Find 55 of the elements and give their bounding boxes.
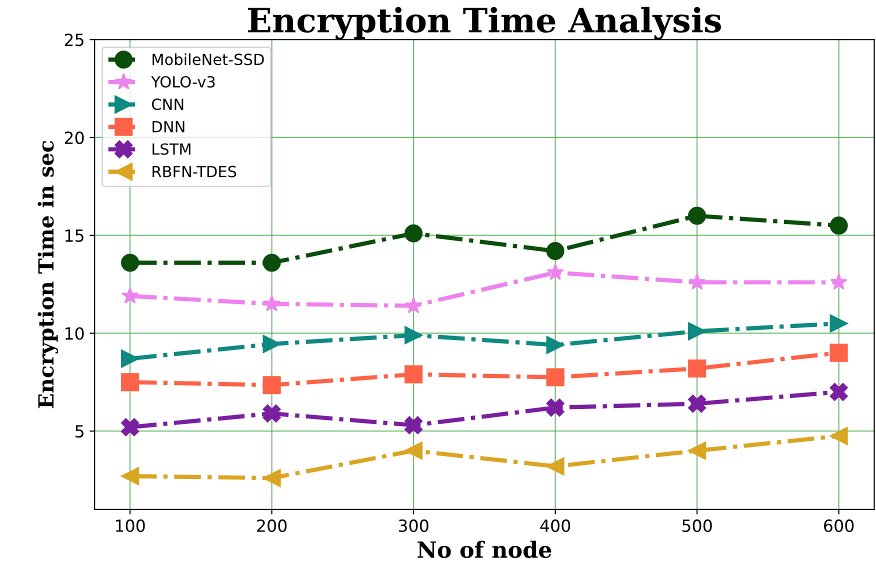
y-tick-label: 10 (66, 327, 84, 340)
point (263, 294, 280, 312)
point (688, 359, 706, 378)
point (688, 394, 706, 413)
legend-label: MobileNet-SSD (152, 53, 264, 66)
x-tick-label: 600 (824, 519, 854, 532)
point (546, 242, 564, 260)
y-axis-title: Encryption Time in sec (38, 140, 58, 408)
point (688, 273, 706, 290)
point (546, 457, 564, 476)
point (546, 368, 564, 386)
legend-label: DNN (152, 121, 184, 132)
point (121, 467, 140, 486)
point (404, 365, 423, 384)
point (830, 382, 848, 401)
y-tick-label: 5 (76, 425, 84, 438)
x-axis-title: No of node (418, 540, 552, 558)
point (262, 404, 281, 423)
point (121, 254, 140, 272)
point (830, 344, 848, 362)
point (830, 273, 848, 290)
point (688, 206, 706, 225)
x-tick-label: 500 (682, 519, 712, 532)
legend-label: RBFN-TDES (152, 166, 236, 178)
legend-label: YOLO-v3 (151, 76, 215, 88)
x-tick-label: 200 (257, 519, 287, 532)
point (546, 398, 564, 417)
point (262, 334, 281, 354)
point (262, 469, 281, 488)
legend-label: CNN (152, 98, 184, 110)
point (121, 350, 140, 368)
y-tick-label: 25 (64, 34, 84, 46)
point (262, 254, 281, 272)
point (546, 336, 564, 354)
point (830, 426, 848, 446)
point (830, 216, 848, 235)
point (404, 296, 422, 314)
point (262, 376, 281, 394)
point (830, 314, 848, 332)
point (404, 326, 423, 344)
point (404, 224, 423, 242)
chart-title: Encryption Time Analysis (248, 6, 721, 40)
x-tick-label: 300 (398, 519, 428, 532)
y-tick-label: 15 (66, 230, 84, 242)
legend-label: LSTM (152, 143, 190, 155)
x-tick-label: 100 (116, 519, 145, 532)
point (121, 287, 139, 304)
point (121, 373, 140, 392)
point (121, 418, 140, 436)
point (404, 442, 423, 460)
y-tick-label: 20 (64, 131, 84, 144)
point (546, 264, 564, 280)
point (404, 416, 423, 434)
point (688, 442, 706, 460)
x-tick-label: 400 (540, 519, 570, 532)
